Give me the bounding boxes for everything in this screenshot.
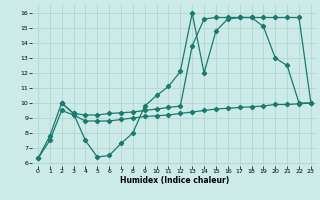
X-axis label: Humidex (Indice chaleur): Humidex (Indice chaleur) <box>120 176 229 185</box>
